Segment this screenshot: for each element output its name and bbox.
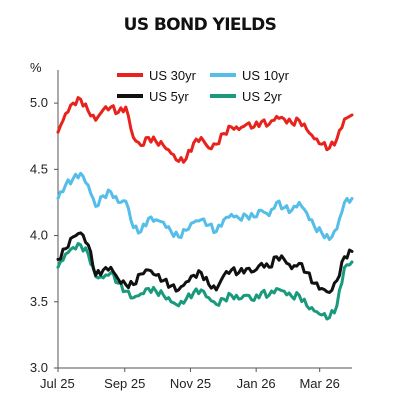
x-tick-label: Jul 25 xyxy=(40,376,75,391)
x-tick-label: Mar 26 xyxy=(299,376,339,391)
series-line-us-10yr xyxy=(56,171,354,241)
legend-label: US 2yr xyxy=(242,89,282,104)
axes: 3.0 3.5 4.0 4.5 5.0 Jul 25 Sep 25 Nov 25 Jan 26 M… xyxy=(30,70,352,391)
legend: US 30yr US 10yr US 5yr US 2yr xyxy=(117,68,290,104)
x-tick-label: Jan 26 xyxy=(237,376,276,391)
y-tick-label: 5.0 xyxy=(30,95,48,110)
y-tick-label: 3.5 xyxy=(30,294,48,309)
series-line-us-30yr xyxy=(56,96,354,164)
legend-label: US 30yr xyxy=(149,68,197,83)
y-tick-label: 4.5 xyxy=(30,161,48,176)
series-line-us-2yr xyxy=(56,242,354,321)
x-tick-label: Sep 25 xyxy=(104,376,145,391)
y-tick-label: 4.0 xyxy=(30,228,48,243)
x-tick-label: Nov 25 xyxy=(170,376,211,391)
y-axis-unit: % xyxy=(30,60,42,75)
series-layer xyxy=(56,96,354,321)
legend-label: US 5yr xyxy=(149,89,189,104)
series-line-us-5yr xyxy=(56,231,354,294)
legend-label: US 10yr xyxy=(242,68,290,83)
y-tick-label: 3.0 xyxy=(30,360,48,375)
chart-title: US BOND YIELDS xyxy=(123,15,277,35)
